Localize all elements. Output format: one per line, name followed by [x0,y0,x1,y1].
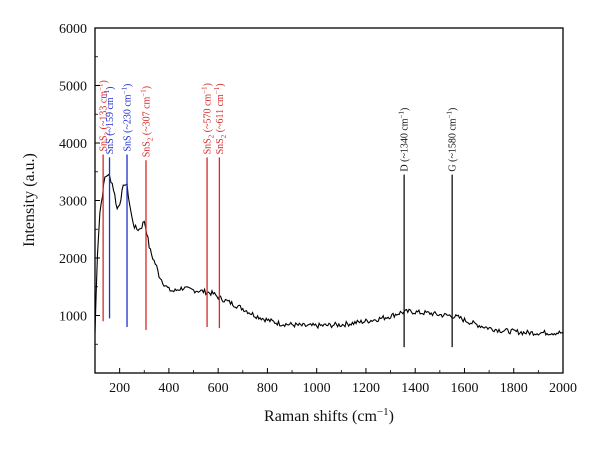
peak-label: SnS (~230 cm−1) [121,84,134,152]
x-axis: 200 400 600 800 1000 1200 1400 1600 1800 2000 [94,368,577,396]
peak-label: SnS2 (~570 cm−1) [201,83,216,154]
y-tick-label: 1000 [59,310,87,325]
x-tick-label: 1200 [352,381,380,396]
plot-content [94,173,564,337]
peak-label: SnS2 (~611 cm−1) [213,83,228,154]
x-tick-label: 200 [109,381,130,396]
x-tick-label: 1000 [303,381,331,396]
peak-label: D (~1340 cm−1) [398,108,411,172]
peak-annotations: SnS2 (~133 cm−1)SnS (~159 cm−1) SnS (~230… [97,80,459,348]
x-tick-label: 800 [257,381,278,396]
spectrum-line [94,173,564,337]
x-axis-label: Raman shifts (cm−1) [264,406,394,425]
y-tick-label: 5000 [59,80,87,95]
y-axis: 1000 2000 3000 4000 5000 6000 [59,22,100,345]
y-tick-label: 2000 [59,252,87,267]
plot-frame [94,27,564,374]
peak-label: SnS (~159 cm−1) [103,86,116,154]
x-tick-label: 1400 [401,381,429,396]
peak-label: SnS2 (~133 cm−1) [97,80,112,151]
y-tick-label: 6000 [59,22,87,37]
y-tick-label: 3000 [59,195,87,210]
y-tick-label: 4000 [59,137,87,152]
peak-label: SnS2 (~307 cm−1) [139,86,154,157]
x-tick-label: 1600 [450,381,478,396]
y-axis-label: Intensity (a.u.) [21,153,38,247]
x-tick-label: 2000 [549,381,577,396]
peak-label: G (~1580 cm−1) [446,108,459,172]
x-tick-label: 1800 [500,381,528,396]
x-tick-label: 600 [208,381,229,396]
x-tick-label: 400 [158,381,179,396]
